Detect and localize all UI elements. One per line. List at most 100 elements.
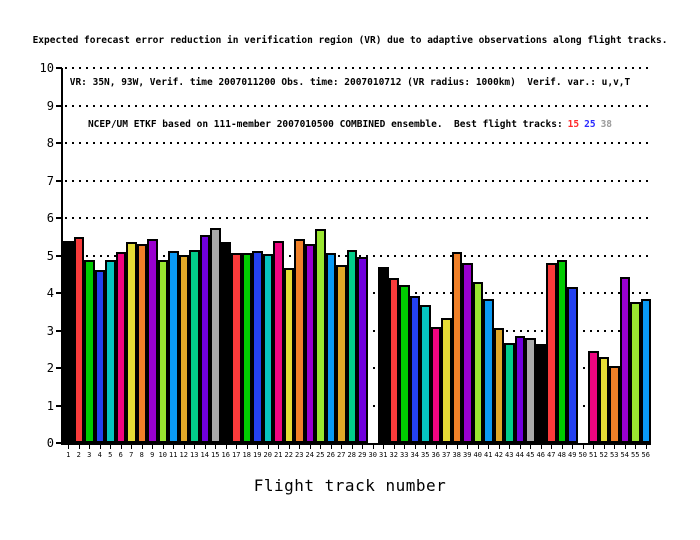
bar-track-12 <box>178 254 189 443</box>
bar-track-37 <box>441 317 452 443</box>
bar-track-47 <box>546 262 557 443</box>
chart-title-line3-prefix: NCEP/UM ETKF based on 111-member 2007010… <box>87 119 563 130</box>
x-tick-48 <box>561 445 563 449</box>
x-tick-label: 4 <box>97 451 102 459</box>
gridline-y9 <box>65 104 651 107</box>
x-tick-40 <box>477 445 479 449</box>
x-tick-18 <box>246 445 248 449</box>
bar-track-51 <box>588 351 599 443</box>
x-tick-label: 16 <box>221 451 230 459</box>
x-tick-label: 39 <box>463 451 472 459</box>
x-tick-42 <box>498 445 500 449</box>
x-tick-2 <box>78 445 80 449</box>
bar-track-19 <box>252 250 263 443</box>
x-tick-12 <box>183 445 185 449</box>
x-tick-label: 49 <box>568 451 577 459</box>
bar-track-15 <box>210 227 221 443</box>
x-tick-label: 42 <box>494 451 503 459</box>
bar-track-20 <box>262 254 273 443</box>
x-tick-label: 38 <box>452 451 461 459</box>
y-tick-label: 0 <box>46 436 54 450</box>
x-tick-43 <box>509 445 511 449</box>
x-tick-label: 7 <box>129 451 134 459</box>
bar-track-26 <box>325 253 336 443</box>
bar-track-25 <box>315 229 326 443</box>
x-tick-label: 5 <box>108 451 113 459</box>
best-tracks-list: 15 25 38 <box>563 119 612 130</box>
y-tick-3 <box>56 329 62 332</box>
y-tick-4 <box>56 292 62 294</box>
x-tick-13 <box>194 445 196 449</box>
x-tick-label: 33 <box>400 451 409 459</box>
chart-title-line3: NCEP/UM ETKF based on 111-member 2007010… <box>0 118 700 132</box>
y-tick-label: 5 <box>46 248 54 263</box>
x-tick-10 <box>162 445 164 449</box>
bar-track-5 <box>105 260 116 443</box>
x-tick-38 <box>456 445 458 449</box>
bar-track-17 <box>231 252 242 443</box>
bar-track-4 <box>94 269 105 443</box>
bar-track-2 <box>73 236 84 443</box>
x-tick-9 <box>152 445 154 449</box>
x-tick-label: 26 <box>326 451 335 459</box>
x-tick-label: 2 <box>76 451 81 459</box>
x-tick-27 <box>341 445 343 449</box>
y-tick-9 <box>56 104 62 107</box>
x-tick-label: 8 <box>139 451 144 459</box>
gridline-y7 <box>65 179 651 182</box>
y-tick-label: 1 <box>46 398 54 413</box>
x-tick-label: 14 <box>200 451 209 459</box>
x-tick-50 <box>582 445 584 449</box>
bar-track-9 <box>147 239 158 443</box>
chart-title-line1: Expected forecast error reduction in ver… <box>32 35 668 46</box>
x-tick-41 <box>488 445 490 449</box>
bar-track-36 <box>430 326 441 443</box>
x-tick-label: 22 <box>284 451 293 459</box>
x-tick-label: 37 <box>442 451 451 459</box>
bar-track-33 <box>399 285 410 443</box>
x-tick-label: 44 <box>515 451 524 459</box>
bar-track-32 <box>388 278 399 443</box>
bar-track-28 <box>346 249 357 443</box>
x-tick-11 <box>173 445 175 449</box>
bar-track-1 <box>63 240 74 443</box>
x-tick-label: 46 <box>536 451 545 459</box>
y-tick-6 <box>56 217 62 219</box>
x-tick-22 <box>288 445 290 449</box>
x-tick-25 <box>320 445 322 449</box>
x-tick-51 <box>593 445 595 449</box>
x-tick-label: 51 <box>589 451 598 459</box>
y-tick-2 <box>56 367 62 369</box>
x-tick-7 <box>131 445 133 449</box>
bar-track-56 <box>640 299 651 443</box>
x-tick-label: 20 <box>263 451 272 459</box>
bar-track-23 <box>294 239 305 443</box>
x-tick-8 <box>141 445 143 449</box>
x-tick-label: 40 <box>473 451 482 459</box>
x-tick-label: 27 <box>337 451 346 459</box>
x-tick-15 <box>215 445 217 449</box>
bar-track-13 <box>189 249 200 443</box>
x-tick-46 <box>540 445 542 449</box>
bar-track-22 <box>283 268 294 443</box>
y-tick-0 <box>56 442 62 444</box>
bar-track-38 <box>451 252 462 443</box>
x-tick-33 <box>404 445 406 449</box>
x-tick-label: 29 <box>358 451 367 459</box>
y-tick-10 <box>56 67 62 69</box>
bar-track-10 <box>157 260 168 443</box>
x-tick-5 <box>110 445 112 449</box>
bar-track-43 <box>504 343 515 443</box>
best-track-number: 15 <box>567 119 580 130</box>
bar-track-44 <box>514 336 525 443</box>
y-tick-7 <box>56 179 62 182</box>
chart-title-block: Expected forecast error reduction in ver… <box>0 6 700 160</box>
y-tick-8 <box>56 142 62 144</box>
y-tick-label: 8 <box>46 136 54 150</box>
x-tick-35 <box>425 445 427 449</box>
y-tick-label: 4 <box>46 286 54 300</box>
y-tick-label: 7 <box>46 173 54 188</box>
x-tick-19 <box>257 445 259 449</box>
x-tick-54 <box>624 445 626 449</box>
bar-track-45 <box>525 338 536 443</box>
